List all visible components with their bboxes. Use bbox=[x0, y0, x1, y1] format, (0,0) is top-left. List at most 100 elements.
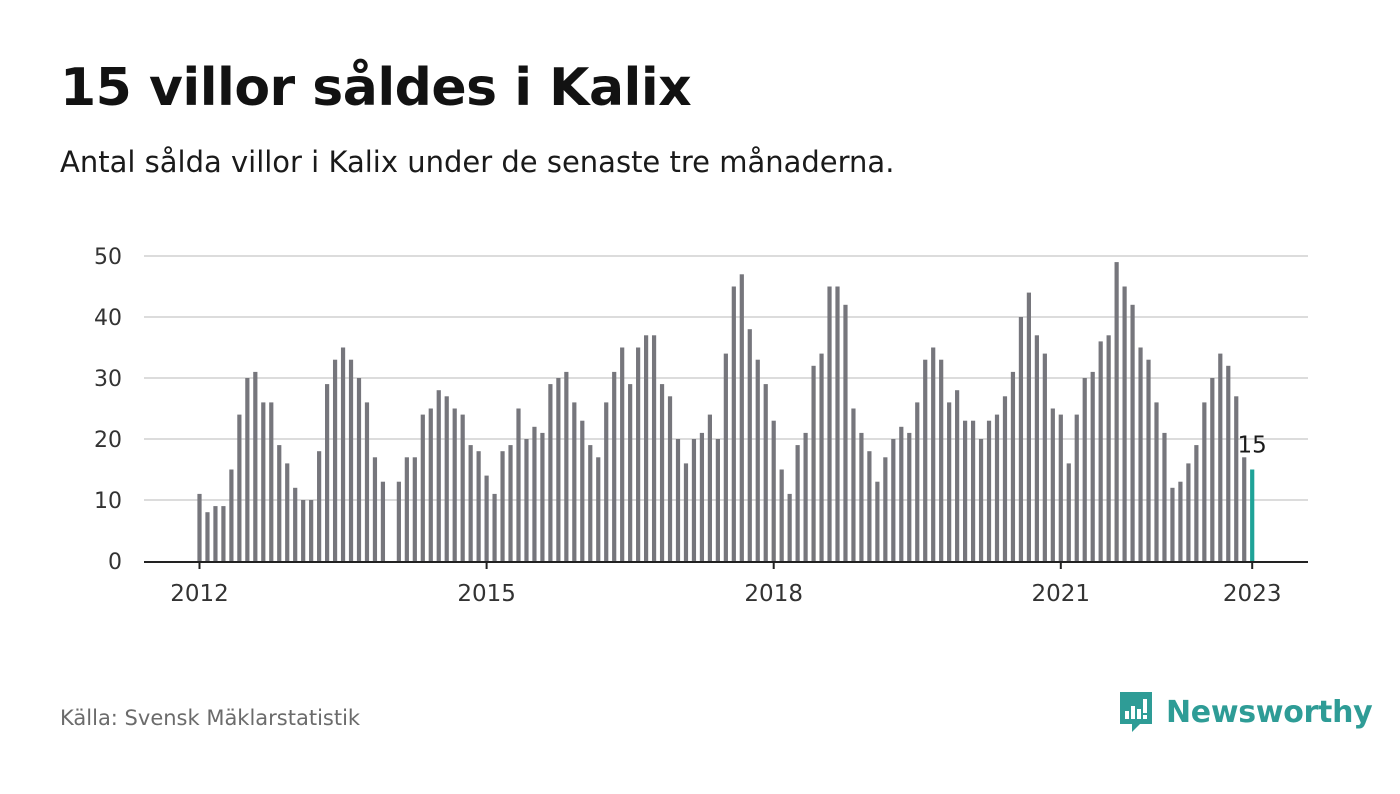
bar bbox=[1194, 445, 1199, 561]
bar bbox=[947, 402, 952, 561]
bar bbox=[317, 451, 322, 561]
bar bbox=[699, 432, 705, 561]
bar bbox=[675, 439, 681, 561]
bar bbox=[428, 408, 433, 561]
y-axis-ticks: 0 10 20 30 40 50 bbox=[94, 245, 122, 575]
bar bbox=[1050, 408, 1055, 561]
x-tick-label: 2015 bbox=[457, 581, 516, 607]
bar bbox=[819, 353, 824, 561]
bar bbox=[659, 384, 665, 561]
bar bbox=[970, 420, 976, 561]
bar bbox=[683, 463, 689, 561]
bar bbox=[516, 408, 521, 561]
bar bbox=[524, 439, 529, 561]
bar bbox=[572, 402, 577, 561]
bar bbox=[245, 378, 250, 561]
bar bbox=[978, 439, 984, 561]
bar bbox=[620, 347, 625, 561]
bar bbox=[1058, 414, 1063, 561]
bar bbox=[851, 408, 856, 561]
bar bbox=[931, 347, 936, 561]
bar bbox=[1162, 432, 1167, 561]
bar bbox=[508, 445, 513, 561]
bar bbox=[667, 396, 673, 561]
bar bbox=[1074, 414, 1079, 561]
bar bbox=[332, 359, 338, 561]
bar bbox=[420, 414, 425, 561]
bar bbox=[787, 493, 792, 561]
bar bbox=[1114, 262, 1119, 561]
x-tick-label: 2018 bbox=[744, 581, 803, 607]
bar bbox=[651, 335, 657, 561]
bar bbox=[707, 414, 712, 561]
bar bbox=[452, 408, 457, 561]
bar bbox=[532, 426, 537, 561]
bar bbox=[1106, 335, 1111, 561]
bar bbox=[763, 384, 768, 561]
bar bbox=[1002, 396, 1008, 561]
bar bbox=[907, 432, 912, 561]
bar bbox=[691, 439, 697, 561]
bar-highlight bbox=[1250, 469, 1255, 561]
bar bbox=[1218, 353, 1223, 561]
bar bbox=[540, 432, 545, 561]
bar bbox=[277, 445, 282, 561]
chart-title: 15 villor såldes i Kalix bbox=[60, 58, 692, 118]
bar bbox=[588, 445, 593, 561]
bar bbox=[301, 500, 306, 561]
bar bbox=[548, 384, 553, 561]
y-tick-label: 10 bbox=[94, 489, 122, 514]
bar bbox=[1226, 365, 1231, 561]
bar bbox=[556, 378, 561, 561]
bar bbox=[261, 402, 266, 561]
bar bbox=[1082, 378, 1087, 561]
bar bbox=[923, 359, 928, 561]
bar bbox=[747, 329, 752, 561]
bar bbox=[731, 286, 736, 561]
y-tick-label: 0 bbox=[108, 550, 122, 575]
bar bbox=[771, 420, 776, 561]
bar bbox=[205, 512, 210, 561]
bar bbox=[1130, 304, 1135, 561]
bar bbox=[197, 493, 202, 561]
bar bbox=[372, 457, 378, 561]
bar bbox=[1178, 481, 1183, 561]
x-tick-label: 2012 bbox=[170, 581, 229, 607]
source-credit: Källa: Svensk Mäklarstatistik bbox=[60, 706, 361, 730]
y-tick-label: 50 bbox=[94, 245, 122, 270]
bar bbox=[739, 274, 744, 561]
bar bbox=[835, 286, 840, 561]
bar bbox=[1146, 359, 1151, 561]
bar bbox=[500, 451, 505, 561]
y-tick-label: 20 bbox=[94, 428, 122, 453]
bar bbox=[1138, 347, 1143, 561]
bar bbox=[1122, 286, 1127, 561]
bar bbox=[269, 402, 274, 561]
bar bbox=[253, 371, 258, 561]
bar bbox=[755, 359, 760, 561]
bar bbox=[285, 463, 290, 561]
bar bbox=[213, 506, 218, 561]
bar bbox=[484, 475, 489, 561]
bar bbox=[340, 347, 346, 561]
bar bbox=[644, 335, 649, 561]
bar bbox=[604, 402, 609, 561]
bar bbox=[994, 414, 1000, 561]
bar bbox=[1034, 335, 1039, 561]
bar bbox=[1010, 371, 1016, 561]
bar bbox=[460, 414, 465, 561]
bar bbox=[723, 353, 728, 561]
bar bbox=[444, 396, 449, 561]
chart-subtitle: Antal sålda villor i Kalix under de sena… bbox=[60, 145, 895, 179]
bar bbox=[380, 481, 386, 561]
bar bbox=[883, 457, 888, 561]
bar bbox=[325, 384, 330, 561]
bar bbox=[1066, 463, 1071, 561]
bar bbox=[1242, 457, 1247, 561]
bar bbox=[1154, 402, 1159, 561]
bar bbox=[596, 457, 601, 561]
bar bbox=[915, 402, 920, 561]
bar bbox=[396, 481, 401, 561]
x-tick-label: 2021 bbox=[1032, 581, 1091, 607]
bar bbox=[955, 390, 960, 561]
